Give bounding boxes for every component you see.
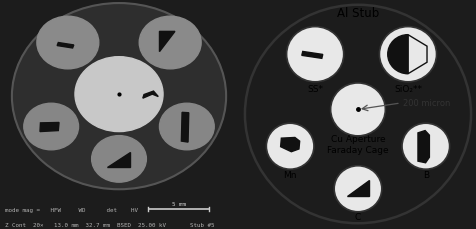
Text: 5 mm: 5 mm: [171, 202, 185, 207]
Polygon shape: [301, 52, 322, 59]
Circle shape: [334, 166, 381, 212]
Polygon shape: [107, 152, 130, 167]
Circle shape: [378, 27, 436, 82]
Polygon shape: [159, 32, 175, 52]
Text: C: C: [354, 212, 360, 221]
Circle shape: [401, 124, 449, 169]
Circle shape: [24, 104, 79, 150]
Text: Stub #5: Stub #5: [189, 222, 214, 227]
Text: mode mag =   HFW     WD      det    HV: mode mag = HFW WD det HV: [5, 207, 138, 212]
Circle shape: [91, 136, 146, 182]
Polygon shape: [407, 35, 426, 74]
Circle shape: [37, 17, 99, 70]
Circle shape: [75, 57, 163, 132]
Circle shape: [330, 84, 385, 136]
Text: Al Stub: Al Stub: [336, 7, 378, 20]
Text: 200 micron: 200 micron: [402, 99, 450, 108]
Wedge shape: [387, 35, 407, 74]
Polygon shape: [347, 180, 368, 196]
Text: SS*: SS*: [307, 85, 322, 94]
Polygon shape: [57, 43, 74, 49]
Circle shape: [266, 124, 313, 169]
Polygon shape: [280, 138, 299, 152]
Polygon shape: [417, 131, 428, 163]
Text: Cu Aperture
Faraday Cage: Cu Aperture Faraday Cage: [327, 135, 388, 154]
Circle shape: [139, 17, 201, 70]
Text: SiO₂**: SiO₂**: [393, 85, 421, 94]
Text: Z Cont  20×   13.0 mm  32.7 mm  BSED  25.00 kV: Z Cont 20× 13.0 mm 32.7 mm BSED 25.00 kV: [5, 222, 166, 227]
Polygon shape: [40, 123, 59, 132]
Polygon shape: [181, 113, 188, 142]
Polygon shape: [142, 92, 158, 99]
Text: B: B: [422, 171, 428, 180]
Circle shape: [159, 104, 214, 150]
Circle shape: [286, 27, 343, 82]
Ellipse shape: [12, 4, 226, 189]
Text: Mn: Mn: [283, 171, 296, 180]
